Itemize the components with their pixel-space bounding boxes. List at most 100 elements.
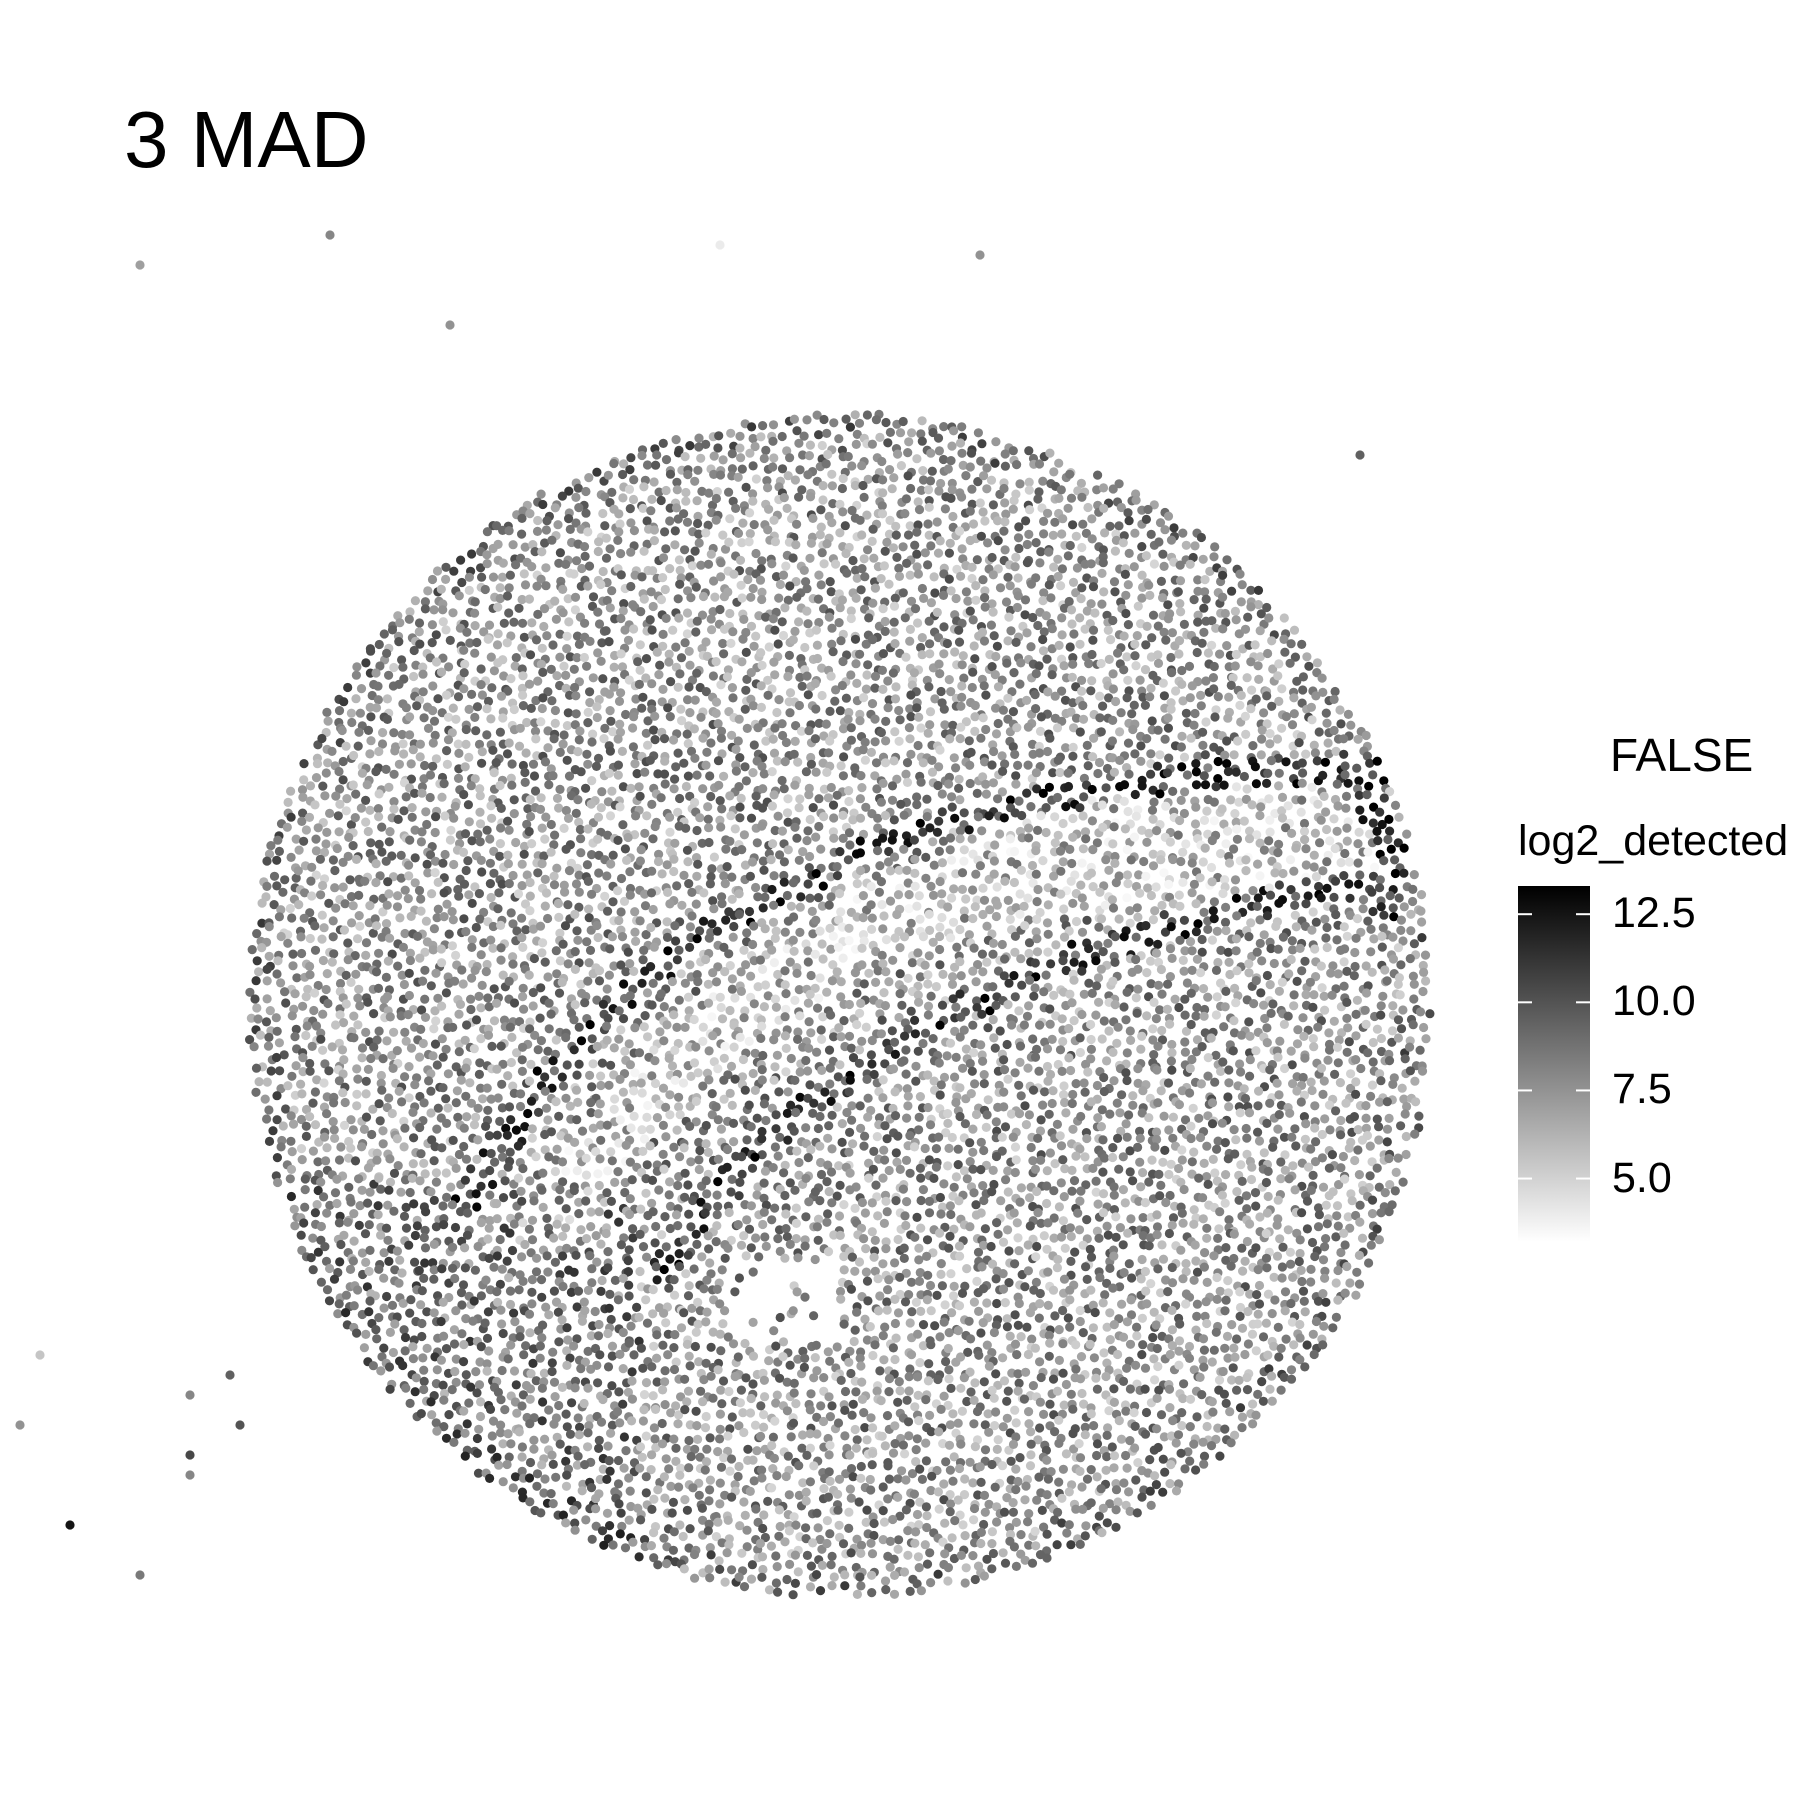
tissue-spot bbox=[708, 968, 718, 978]
tissue-spot bbox=[706, 549, 716, 559]
tissue-spot bbox=[1131, 993, 1141, 1003]
tissue-spot bbox=[704, 837, 714, 848]
tissue-spot bbox=[804, 1017, 814, 1027]
tissue-spot bbox=[338, 1018, 349, 1028]
tissue-spot bbox=[1156, 576, 1166, 587]
tissue-spot bbox=[866, 900, 876, 910]
tissue-spot bbox=[1141, 921, 1151, 931]
tissue-spot bbox=[1198, 554, 1208, 564]
tissue-spot bbox=[808, 803, 818, 813]
tissue-spot bbox=[652, 450, 662, 460]
tissue-spot bbox=[703, 998, 714, 1008]
tissue-spot bbox=[719, 649, 729, 659]
tissue-spot bbox=[1322, 883, 1332, 894]
tissue-spot bbox=[840, 521, 850, 531]
tissue-spot bbox=[1149, 997, 1159, 1008]
tissue-spot bbox=[603, 470, 614, 480]
tissue-spot bbox=[1177, 762, 1187, 772]
tissue-spot bbox=[665, 564, 675, 574]
tissue-spot bbox=[1212, 926, 1222, 936]
tissue-spot bbox=[957, 544, 967, 554]
tissue-spot bbox=[1232, 966, 1242, 976]
tissue-spot bbox=[493, 602, 503, 612]
tissue-spot bbox=[934, 816, 944, 826]
tissue-spot bbox=[1146, 956, 1156, 966]
tissue-spot bbox=[1342, 1013, 1352, 1024]
tissue-spot bbox=[992, 900, 1003, 910]
tissue-spot bbox=[748, 701, 759, 711]
tissue-spot bbox=[582, 937, 592, 947]
tissue-spot bbox=[923, 979, 933, 989]
tissue-spot bbox=[779, 857, 790, 867]
tissue-spot bbox=[491, 758, 501, 768]
tissue-spot bbox=[719, 592, 730, 602]
tissue-spot bbox=[988, 982, 998, 992]
tissue-spot bbox=[1055, 846, 1066, 856]
tissue-spot bbox=[1065, 989, 1075, 999]
tissue-spot bbox=[1286, 954, 1296, 965]
tissue-spot bbox=[957, 660, 967, 670]
tissue-spot bbox=[925, 639, 935, 649]
tissue-spot bbox=[576, 767, 586, 777]
tissue-spot bbox=[1077, 542, 1087, 553]
tissue-spot bbox=[502, 591, 513, 601]
tissue-spot bbox=[944, 548, 955, 558]
tissue-spot bbox=[1192, 1002, 1202, 1013]
tissue-spot bbox=[729, 1042, 739, 1052]
tissue-spot bbox=[734, 714, 744, 724]
tissue-spot bbox=[735, 802, 745, 812]
tissue-spot bbox=[287, 1011, 297, 1021]
tissue-spot bbox=[371, 668, 381, 678]
tissue-spot bbox=[862, 670, 872, 680]
tissue-spot bbox=[662, 1020, 672, 1030]
tissue-spot bbox=[749, 641, 759, 651]
tissue-spot bbox=[1200, 575, 1210, 585]
tissue-spot bbox=[638, 503, 648, 513]
tissue-spot bbox=[1146, 890, 1156, 901]
tissue-spot bbox=[1191, 802, 1201, 812]
tissue-spot bbox=[584, 904, 594, 914]
tissue-spot bbox=[1277, 977, 1287, 987]
tissue-spot bbox=[560, 887, 570, 897]
tissue-spot bbox=[461, 724, 471, 735]
tissue-spot bbox=[935, 876, 945, 887]
tissue-spot bbox=[334, 766, 344, 777]
tissue-spot bbox=[895, 969, 905, 979]
tissue-spot bbox=[1111, 535, 1121, 546]
tissue-spot bbox=[846, 723, 856, 733]
tissue-spot bbox=[917, 583, 928, 594]
tissue-spot bbox=[709, 852, 720, 862]
tissue-spot bbox=[950, 813, 960, 823]
tissue-spot bbox=[1109, 767, 1119, 777]
tissue-spot bbox=[548, 771, 558, 781]
tissue-spot bbox=[1289, 866, 1299, 876]
tissue-spot bbox=[924, 909, 934, 919]
tissue-spot bbox=[404, 860, 414, 870]
tissue-spot bbox=[925, 649, 935, 659]
tissue-spot bbox=[1207, 616, 1217, 626]
tissue-spot bbox=[899, 932, 910, 942]
tissue-spot bbox=[947, 485, 957, 495]
tissue-spot bbox=[576, 834, 586, 844]
tissue-spot bbox=[360, 876, 370, 886]
tissue-spot bbox=[431, 1016, 441, 1026]
tissue-spot bbox=[1230, 886, 1240, 896]
tissue-spot bbox=[1193, 575, 1203, 585]
tissue-spot bbox=[748, 461, 758, 471]
tissue-spot bbox=[1399, 902, 1409, 912]
tissue-spot bbox=[1106, 635, 1116, 645]
tissue-spot bbox=[1119, 631, 1129, 641]
tissue-spot bbox=[428, 1051, 438, 1061]
tissue-spot bbox=[687, 887, 697, 898]
tissue-spot bbox=[307, 1041, 317, 1051]
tissue-spot bbox=[560, 921, 571, 931]
tissue-spot bbox=[489, 984, 499, 994]
tissue-spot bbox=[415, 752, 425, 762]
tissue-spot bbox=[887, 781, 898, 791]
tissue-spot bbox=[780, 927, 790, 937]
tissue-spot bbox=[1339, 981, 1349, 991]
tissue-spot bbox=[1292, 676, 1302, 686]
tissue-spot bbox=[487, 813, 497, 823]
tissue-spot bbox=[970, 700, 980, 711]
tissue-spot bbox=[1199, 907, 1209, 918]
